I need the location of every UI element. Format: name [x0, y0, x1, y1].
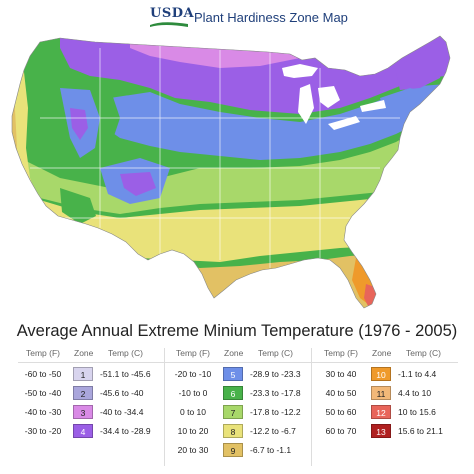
legend-row-zone-1: -60 to -50 1 -51.1 to -45.6 — [18, 366, 163, 382]
legend-temp-f: 20 to 30 — [177, 445, 209, 455]
legend-zone-swatch: 9 — [223, 443, 243, 457]
us-map-svg — [11, 35, 451, 309]
legend-temp-f: 50 to 60 — [325, 407, 357, 417]
legend-temp-c: -1.1 to 4.4 — [398, 369, 437, 379]
legend-row-zone-10: 30 to 40 10 -1.1 to 4.4 — [316, 366, 461, 382]
legend-row-zone-6: -10 to 0 6 -23.3 to -17.8 — [168, 385, 313, 401]
legend-row-zone-9: 20 to 30 9 -6.7 to -1.1 — [168, 442, 313, 458]
legend-temp-f: 40 to 50 — [325, 388, 357, 398]
legend-temp-f: -50 to -40 — [24, 388, 62, 398]
legend-temp-f: 30 to 40 — [325, 369, 357, 379]
legend-temp-f: -40 to -30 — [24, 407, 62, 417]
legend-divider — [164, 348, 165, 466]
legend-zone-swatch: 5 — [223, 367, 243, 381]
legend-zone-swatch: 10 — [371, 367, 391, 381]
lake-ontario — [360, 100, 386, 112]
us-outline — [11, 35, 451, 309]
legend-temp-c: -17.8 to -12.2 — [250, 407, 301, 417]
legend-temp-f: -30 to -20 — [24, 426, 62, 436]
legend-head-temp-f: Temp (F) — [26, 348, 60, 358]
legend-zone-swatch: 13 — [371, 424, 391, 438]
legend-head-zone: Zone — [372, 348, 392, 358]
legend-temp-c: 4.4 to 10 — [398, 388, 432, 398]
lake-erie — [328, 116, 360, 130]
legend-row-zone-2: -50 to -40 2 -45.6 to -40 — [18, 385, 163, 401]
legend-temp-f: 0 to 10 — [180, 407, 206, 417]
legend-temp-c: -51.1 to -45.6 — [100, 369, 151, 379]
legend-zone-swatch: 4 — [73, 424, 93, 438]
legend-row-zone-3: -40 to -30 3 -40 to -34.4 — [18, 404, 163, 420]
legend-row-zone-5: -20 to -10 5 -28.9 to -23.3 — [168, 366, 313, 382]
legend-head-temp-c: Temp (C) — [108, 348, 143, 358]
legend-head-temp-c: Temp (C) — [406, 348, 441, 358]
legend-temp-c: -23.3 to -17.8 — [250, 388, 301, 398]
legend-divider — [18, 362, 458, 363]
legend-temp-c: -12.2 to -6.7 — [250, 426, 296, 436]
legend-zone-swatch: 11 — [371, 386, 391, 400]
legend-temp-f: 10 to 20 — [177, 426, 209, 436]
lake-michigan — [298, 84, 314, 124]
legend-zone-swatch: 12 — [371, 405, 391, 419]
map-title: Plant Hardiness Zone Map — [194, 10, 348, 25]
legend-zone-swatch: 8 — [223, 424, 243, 438]
legend-temp-c: -28.9 to -23.3 — [250, 369, 301, 379]
legend-row-zone-4: -30 to -20 4 -34.4 to -28.9 — [18, 423, 163, 439]
legend-zone-swatch: 6 — [223, 386, 243, 400]
legend-temp-c: -45.6 to -40 — [100, 388, 144, 398]
legend-divider — [311, 348, 312, 466]
legend-row-zone-13: 60 to 70 13 15.6 to 21.1 — [316, 423, 461, 439]
zone-legend: Temp (F) Zone Temp (C) -60 to -50 1 -51.1 to … — [18, 348, 458, 468]
legend-head-temp-f: Temp (F) — [324, 348, 358, 358]
legend-temp-f: 60 to 70 — [325, 426, 357, 436]
legend-head-temp-c: Temp (C) — [258, 348, 293, 358]
legend-zone-swatch: 7 — [223, 405, 243, 419]
legend-row-zone-11: 40 to 50 11 4.4 to 10 — [316, 385, 461, 401]
usda-logo: USDA — [150, 6, 195, 21]
legend-temp-c: -40 to -34.4 — [100, 407, 144, 417]
lake-huron — [318, 86, 340, 108]
legend-head-zone: Zone — [74, 348, 94, 358]
legend-row-zone-8: 10 to 20 8 -12.2 to -6.7 — [168, 423, 313, 439]
legend-zone-swatch: 1 — [73, 367, 93, 381]
legend-temp-c: 10 to 15.6 — [398, 407, 436, 417]
legend-head-temp-f: Temp (F) — [176, 348, 210, 358]
legend-temp-c: -6.7 to -1.1 — [250, 445, 292, 455]
legend-row-zone-12: 50 to 60 12 10 to 15.6 — [316, 404, 461, 420]
legend-title: Average Annual Extreme Minium Temperatur… — [16, 322, 458, 340]
header: USDA Plant Hardiness Zone Map — [0, 6, 474, 30]
legend-head-zone: Zone — [224, 348, 244, 358]
legend-zone-swatch: 2 — [73, 386, 93, 400]
legend-temp-f: -10 to 0 — [178, 388, 208, 398]
hardiness-zone-map — [0, 28, 474, 318]
lake-superior — [282, 64, 318, 78]
legend-zone-swatch: 3 — [73, 405, 93, 419]
usda-swoosh-icon — [150, 22, 188, 27]
legend-temp-c: -34.4 to -28.9 — [100, 426, 151, 436]
legend-temp-f: -20 to -10 — [174, 369, 212, 379]
legend-temp-f: -60 to -50 — [24, 369, 62, 379]
legend-temp-c: 15.6 to 21.1 — [398, 426, 443, 436]
legend-row-zone-7: 0 to 10 7 -17.8 to -12.2 — [168, 404, 313, 420]
